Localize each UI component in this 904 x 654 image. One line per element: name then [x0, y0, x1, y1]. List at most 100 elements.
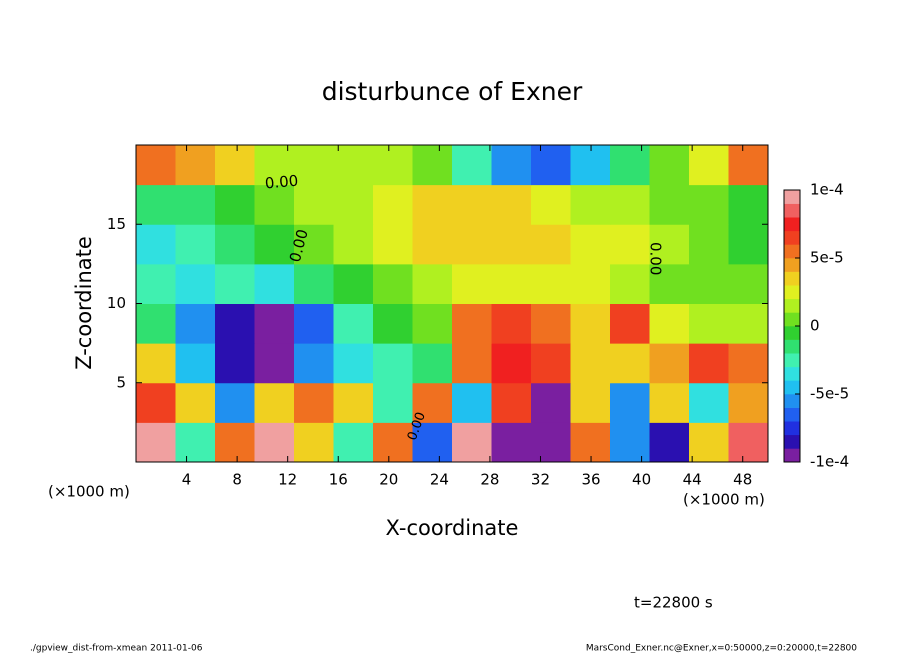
colorbar-segment [784, 380, 800, 395]
cell [254, 343, 295, 384]
cell [649, 263, 690, 304]
x-axis-label: X-coordinate [386, 516, 519, 540]
cell [610, 422, 650, 463]
cell [649, 343, 690, 384]
time-label: t=22800 s [634, 594, 713, 612]
cell [175, 343, 216, 384]
cell [491, 303, 532, 344]
cell [452, 184, 492, 225]
colorbar-segment [784, 190, 800, 204]
cell [531, 343, 571, 384]
cell [689, 263, 729, 304]
cell [452, 145, 492, 186]
cell [610, 303, 650, 344]
cell [610, 224, 650, 265]
colorbar-tick-label: 0 [810, 317, 820, 335]
colorbar-segment [784, 258, 800, 272]
cell [254, 224, 295, 265]
cell [452, 263, 492, 304]
colorbar-segment [784, 285, 800, 300]
cell [136, 382, 176, 423]
cell [294, 224, 334, 265]
colorbar-segment [784, 298, 800, 313]
cell [294, 422, 334, 463]
cell [570, 382, 611, 423]
cell [531, 382, 571, 423]
cell [373, 184, 413, 225]
footer-left: ./gpview_dist-from-xmean 2011-01-06 [30, 644, 203, 654]
colorbar-segment [784, 326, 800, 340]
cell [570, 303, 611, 344]
cell [412, 145, 453, 186]
cell [373, 145, 413, 186]
cell [491, 145, 532, 186]
x-tick-label: 12 [278, 471, 297, 489]
colorbar-segment [784, 203, 800, 218]
y-unit: (×1000 m) [48, 483, 130, 501]
x-tick-label: 48 [733, 471, 752, 489]
cell [294, 343, 334, 384]
cell [175, 184, 216, 225]
cell [649, 184, 690, 225]
cell [136, 263, 176, 304]
cell [610, 184, 650, 225]
cell [728, 263, 769, 304]
cell [412, 224, 453, 265]
cell [610, 343, 650, 384]
x-tick-label: 28 [480, 471, 499, 489]
cell [175, 145, 216, 186]
colorbar-segment [784, 339, 800, 354]
cell [531, 422, 571, 463]
cell [333, 224, 374, 265]
cell [531, 263, 571, 304]
cell [412, 422, 453, 463]
cell [728, 343, 769, 384]
cell [491, 422, 532, 463]
cell [491, 343, 532, 384]
field [136, 145, 769, 463]
cell [136, 224, 176, 265]
cell [412, 343, 453, 384]
cell [215, 343, 255, 384]
cell [215, 263, 255, 304]
cell [333, 422, 374, 463]
colorbar-segment [784, 312, 800, 327]
cell [294, 303, 334, 344]
cell [649, 145, 690, 186]
colorbar-segment [784, 448, 800, 463]
cell [491, 263, 532, 304]
colorbar-segment [784, 353, 800, 368]
cell [452, 303, 492, 344]
chart-title: disturbunce of Exner [322, 77, 583, 106]
colorbar-segment [784, 230, 800, 245]
cell [531, 303, 571, 344]
cell [491, 184, 532, 225]
x-tick-label: 32 [531, 471, 550, 489]
cell [649, 422, 690, 463]
cell [689, 145, 729, 186]
cell [136, 422, 176, 463]
cell [136, 303, 176, 344]
cell [570, 184, 611, 225]
cell [215, 382, 255, 423]
cell [373, 343, 413, 384]
x-tick-label: 20 [379, 471, 398, 489]
y-tick-label: 10 [107, 294, 126, 312]
colorbar-segment [784, 394, 800, 408]
cell [294, 145, 334, 186]
cell [254, 145, 295, 186]
colorbar-segment [784, 244, 800, 259]
colorbar-segment [784, 434, 800, 449]
x-unit: (×1000 m) [683, 491, 765, 509]
cell [689, 303, 729, 344]
cell [254, 303, 295, 344]
colorbar-tick-label: 1e-4 [810, 181, 844, 199]
cell [215, 184, 255, 225]
cell [689, 343, 729, 384]
cell [649, 382, 690, 423]
y-tick-label: 5 [116, 373, 126, 391]
cell [570, 422, 611, 463]
cell [333, 263, 374, 304]
cell [570, 145, 611, 186]
cell [373, 303, 413, 344]
